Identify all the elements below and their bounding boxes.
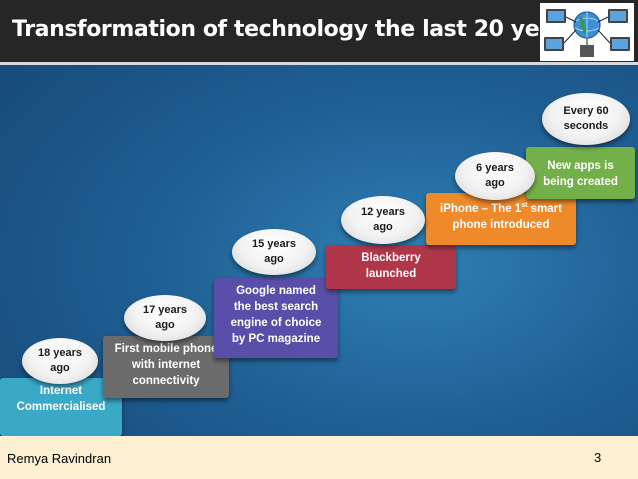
step-internet: Internet Commercialised [0,378,122,436]
bubble-6-years: 6 years ago [455,152,535,200]
step-blackberry: Blackberry launched [326,245,456,289]
step-line: being created [543,176,618,188]
bubble-line: 12 years [360,206,406,218]
step-line: Google named [236,285,316,297]
step-line: Commercialised [16,401,106,413]
step-line: iPhone – The 1st smart [440,198,562,217]
step-line: Blackberry [361,252,421,264]
step-first-mobile-phone: First mobile phone with internet connect… [103,336,229,398]
bubble-17-years: 17 years ago [124,295,206,341]
bubble-line: seconds [563,120,609,132]
bubble-line: ago [155,319,175,331]
bubble-15-years: 15 years ago [232,229,316,275]
bubble-line: 18 years [37,347,83,359]
title-bar: Transformation of technology the last 20… [0,0,638,65]
footer: Remya Ravindran 3 [0,436,638,479]
step-line: with internet [131,359,201,371]
bubble-line: 17 years [142,304,188,316]
bubble-line: ago [373,221,393,233]
step-line: First mobile phone [114,343,218,355]
bubble-line: 6 years [476,162,514,174]
step-line: by PC magazine [231,333,321,345]
bubble-line: ago [50,362,70,374]
step-line: the best search [233,301,319,313]
step-google: Google named the best search engine of c… [214,278,338,358]
step-superscript: st [521,202,528,209]
step-line: phone introduced [452,218,550,231]
slide-title: Transformation of technology the last 20… [12,17,577,42]
step-line: launched [365,268,417,280]
technology-logo-icon [540,3,634,61]
step-line: engine of choice [230,317,322,329]
bubble-line: ago [264,253,284,265]
footer-author: Remya Ravindran [7,451,112,466]
bubble-line: 15 years [251,238,297,250]
step-line: New apps is [547,160,614,172]
step-line: Internet [39,385,83,397]
bubble-12-years: 12 years ago [341,196,425,244]
step-new-apps: New apps is being created [526,147,635,199]
step-text: iPhone – The 1 [440,202,522,215]
step-text: smart [527,202,562,215]
bubble-every-60-seconds: Every 60 seconds [542,93,630,145]
bubble-18-years: 18 years ago [22,338,98,384]
step-iphone: iPhone – The 1st smart phone introduced [426,193,576,245]
bubble-line: Every 60 [563,105,609,117]
page-number: 3 [594,450,602,465]
step-line: connectivity [132,375,200,387]
bubble-line: ago [485,177,505,189]
